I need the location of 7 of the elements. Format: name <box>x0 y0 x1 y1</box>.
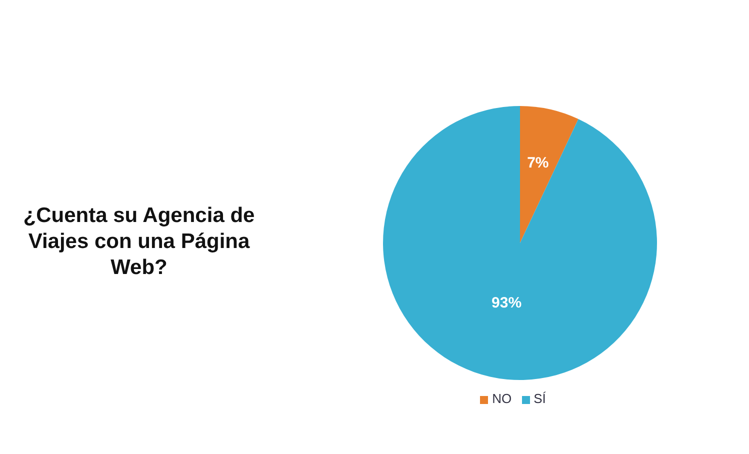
text: ¿Cuenta su Agencia de Viajes con una Página Web? <box>22 203 256 281</box>
data-label: 7% <box>527 154 549 172</box>
pie-slice <box>520 106 578 243</box>
pie-slice <box>383 106 657 380</box>
legend-label: SÍ <box>534 391 546 406</box>
legend-label: NO <box>492 391 512 406</box>
data-label: 93% <box>492 294 522 312</box>
